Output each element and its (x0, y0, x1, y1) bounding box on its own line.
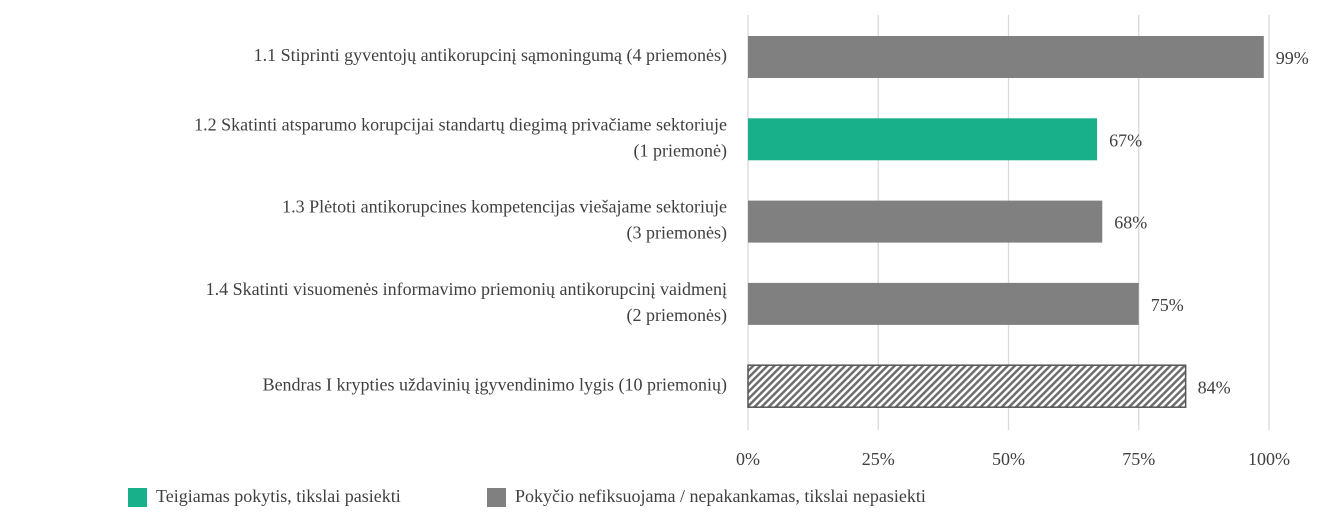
bar (748, 200, 1103, 243)
legend-label: Pokyčio nefiksuojama / nepakankamas, tik… (515, 486, 926, 506)
category-label: 1.2 Skatinti atsparumo korupcijai standa… (194, 114, 727, 134)
category-label: (1 priemonė) (634, 140, 727, 161)
bar (748, 36, 1264, 78)
category-label: 1.1 Stiprinti gyventojų antikorupcinį są… (254, 45, 727, 66)
value-label: 75% (1151, 295, 1184, 315)
bar (748, 118, 1098, 161)
category-label: 1.3 Plėtoti antikorupcines kompetencijas… (282, 197, 727, 217)
category-label: Bendras I krypties uždavinių įgyvendinim… (263, 374, 727, 395)
value-label: 67% (1109, 130, 1142, 150)
x-tick-label: 75% (1122, 449, 1155, 469)
x-tick-label: 25% (862, 449, 895, 469)
x-tick-label: 50% (992, 449, 1025, 469)
bar (747, 364, 1187, 408)
category-label: 1.4 Skatinti visuomenės informavimo prie… (206, 279, 727, 299)
bar (748, 282, 1139, 325)
legend-label: Teigiamas pokytis, tikslai pasiekti (156, 486, 401, 506)
category-label: (2 priemonės) (627, 305, 727, 326)
legend-swatch (487, 488, 506, 507)
category-label: (3 priemonės) (627, 223, 727, 244)
x-tick-label: 100% (1248, 449, 1290, 469)
value-label: 68% (1114, 213, 1147, 233)
value-label: 99% (1276, 48, 1309, 68)
x-tick-label: 0% (736, 449, 760, 469)
legend-swatch (128, 488, 147, 507)
value-label: 84% (1198, 377, 1231, 397)
